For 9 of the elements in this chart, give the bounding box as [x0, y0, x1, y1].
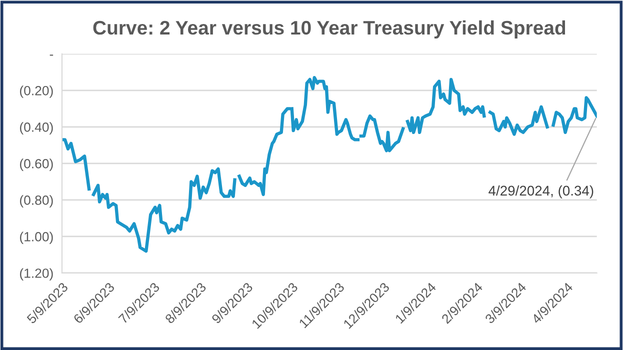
y-tick-label: (0.60)	[20, 158, 53, 171]
y-tick-label: -	[50, 54, 54, 56]
annotation: 4/29/2024, (0.34)	[488, 185, 594, 198]
chart-title: Curve: 2 Year versus 10 Year Treasury Yield Spread	[93, 20, 566, 38]
y-tick-label: (0.20)	[20, 86, 53, 98]
y-tick-label: (0.80)	[20, 195, 53, 208]
y-tick-label: (0.40)	[20, 122, 53, 134]
y-tick-label: (1.00)	[20, 232, 53, 244]
y-tick-label: (1.20)	[20, 268, 53, 281]
